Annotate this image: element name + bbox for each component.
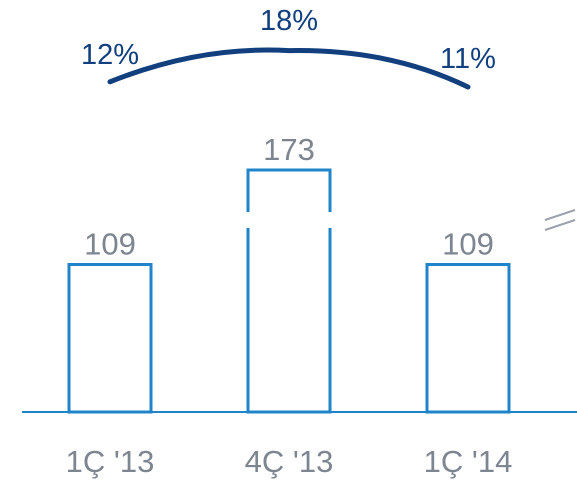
bar-2 (246, 168, 332, 414)
bar-value-label: 173 (263, 132, 315, 167)
category-label: 1Ç '14 (424, 444, 513, 479)
axis-break-marker (544, 209, 576, 231)
category-label: 4Ç '13 (245, 444, 334, 479)
bars-group: 109 173 109 (67, 132, 511, 414)
axis-break-line-1 (544, 209, 576, 221)
bar-value-label: 109 (442, 227, 494, 262)
percent-label: 12% (81, 39, 139, 71)
bar-1 (67, 263, 153, 414)
category-labels: 1Ç '13 4Ç '13 1Ç '14 (66, 444, 513, 479)
percent-trend-line (107, 47, 471, 90)
bar-3 (425, 263, 511, 414)
bar-value-label: 109 (84, 227, 136, 262)
percent-label: 11% (440, 43, 496, 75)
axis-break-line-2 (544, 219, 576, 231)
trend-line-group: 12% 18% 11% (81, 5, 496, 90)
percent-label: 18% (260, 5, 318, 37)
category-label: 1Ç '13 (66, 444, 155, 479)
bar-break-gap (245, 212, 333, 228)
